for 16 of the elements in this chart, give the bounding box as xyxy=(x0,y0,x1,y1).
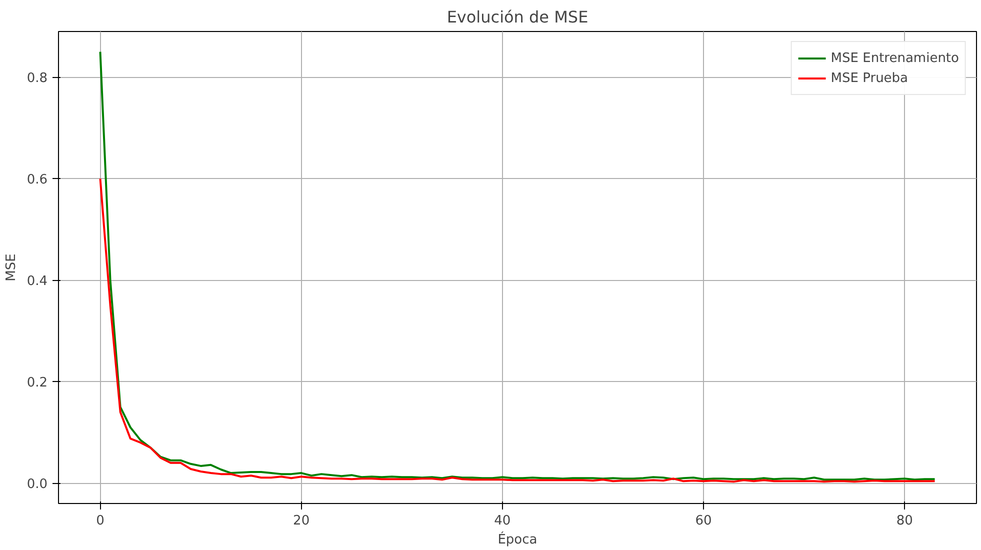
x-tick-label: 60 xyxy=(695,514,712,528)
legend-label: MSE Entrenamiento xyxy=(830,50,959,66)
legend-label: MSE Prueba xyxy=(830,70,908,86)
y-tick-label: 0.4 xyxy=(26,274,48,290)
x-tick-label: 0 xyxy=(96,514,104,528)
y-tick-label: 0.8 xyxy=(26,71,48,86)
y-axis-title: MSE xyxy=(4,254,19,282)
line-series xyxy=(99,178,936,483)
x-tick-label: 20 xyxy=(293,514,310,528)
y-tick-label: 0.2 xyxy=(26,376,48,391)
x-tick-label: 80 xyxy=(896,514,913,528)
y-tick-label: 0.0 xyxy=(26,477,48,492)
x-tick-label: 40 xyxy=(494,514,511,528)
chart-title: Evolución de MSE xyxy=(446,8,588,26)
y-tick-label: 0.6 xyxy=(26,172,48,188)
x-axis-title: Época xyxy=(498,530,538,548)
